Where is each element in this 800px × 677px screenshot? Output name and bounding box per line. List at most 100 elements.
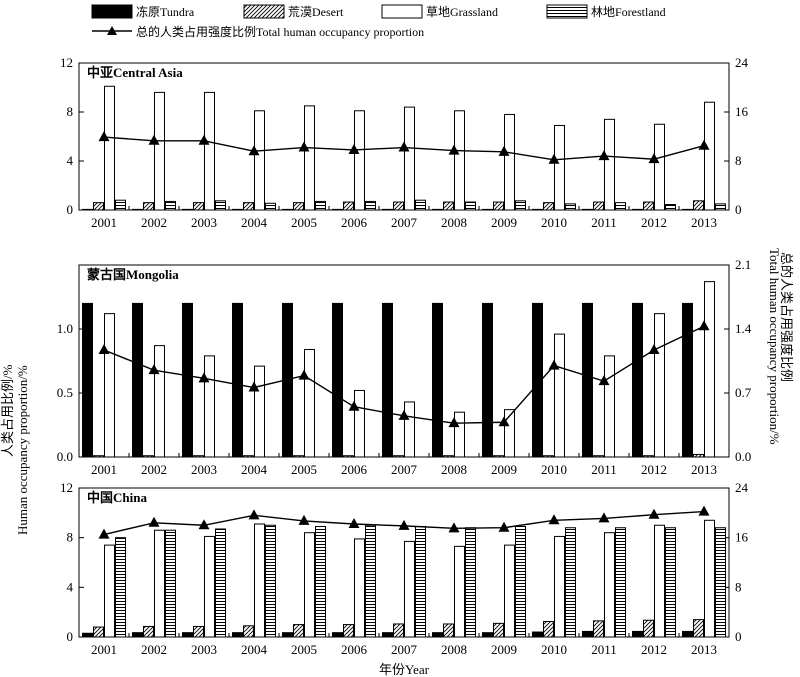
total-marker (198, 134, 210, 145)
bar-tundra (432, 632, 443, 638)
total-marker (398, 141, 410, 152)
bar-forestland (365, 200, 376, 211)
bar-grassland (454, 110, 465, 211)
bar-grassland (604, 355, 615, 458)
bar-forestland (415, 199, 426, 211)
x-tick-label: 2012 (641, 642, 667, 657)
bar-forestland (265, 202, 276, 211)
y-tick-label: 0.5 (57, 385, 73, 400)
x-tick-label: 2005 (291, 642, 317, 657)
bar-desert (593, 620, 604, 638)
bar-forestland (115, 537, 126, 638)
bar-grassland (154, 91, 165, 211)
y2-tick-label: 16 (735, 104, 749, 119)
legend-label-tundra: 冻原Tundra (136, 4, 195, 19)
bar-forestland (465, 527, 476, 638)
x-tick-label: 2004 (241, 642, 268, 657)
bar-forestland (315, 200, 326, 211)
bar-tundra (182, 302, 193, 458)
bar-grassland (154, 345, 165, 458)
bar-forestland (515, 200, 526, 211)
legend-swatch-tundra (91, 4, 133, 19)
bar-desert (693, 200, 704, 211)
total-marker (298, 514, 310, 525)
bar-grassland (554, 535, 565, 638)
bar-tundra (582, 630, 593, 638)
bar-grassland (454, 411, 465, 458)
bar-forestland (665, 203, 676, 211)
y2-tick-label: 24 (735, 55, 749, 70)
total-marker (648, 344, 660, 355)
y2-tick-label: 1.4 (735, 321, 752, 336)
bar-grassland (604, 118, 615, 211)
legend-label-grassland: 草地Grassland (426, 5, 498, 19)
y-tick-label: 1.0 (57, 321, 73, 336)
y2-tick-label: 24 (735, 480, 749, 495)
bar-grassland (154, 529, 165, 638)
bar-grassland (604, 532, 615, 638)
bar-grassland (504, 544, 515, 638)
bar-desert (643, 201, 654, 211)
bar-grassland (654, 123, 665, 211)
y-tick-label: 12 (60, 480, 73, 495)
x-tick-label: 2002 (141, 215, 167, 230)
total-marker (598, 375, 610, 386)
bar-tundra (132, 302, 143, 458)
y2-tick-label: 0 (735, 202, 742, 217)
legend-swatch-desert (243, 4, 285, 19)
total-marker (398, 409, 410, 420)
legend-marker-total (107, 26, 117, 35)
bar-grassland (554, 124, 565, 211)
bar-desert (343, 201, 354, 211)
x-tick-label: 2002 (141, 642, 167, 657)
bar-grassland (654, 524, 665, 638)
chart-panel-3: 中国China 0 4 8 12 0 8 16 24 2001 2002 2003 2004 2005 20… (60, 480, 749, 657)
total-marker (448, 522, 460, 533)
total-marker (348, 143, 360, 154)
legend-label-forestland: 林地Forestland (591, 5, 666, 19)
total-marker (648, 508, 660, 519)
x-tick-label: 2005 (291, 215, 317, 230)
bar-tundra (132, 208, 143, 211)
panel-title: 中亚Central Asia (87, 65, 183, 80)
y-tick-label: 4 (67, 579, 74, 594)
total-marker (548, 359, 560, 370)
total-marker (498, 521, 510, 532)
bar-grassland (354, 538, 365, 638)
x-tick-label: 2007 (391, 642, 418, 657)
x-tick-label: 2003 (191, 462, 217, 477)
bar-tundra (332, 632, 343, 638)
bar-desert (443, 623, 454, 638)
bar-grassland (304, 105, 315, 211)
ylabel-left-en: Human occupancy proportion/% (15, 365, 30, 535)
bar-forestland (665, 527, 676, 638)
bar-desert (443, 201, 454, 211)
bar-tundra (132, 632, 143, 638)
total-marker (148, 516, 160, 527)
bar-desert (243, 455, 254, 458)
x-tick-label: 2011 (591, 462, 617, 477)
legend-label-desert: 荒漠Desert (288, 5, 344, 19)
bar-forestland (565, 203, 576, 211)
bar-desert (393, 455, 404, 458)
bar-desert (443, 455, 454, 458)
bar-desert (693, 619, 704, 638)
x-tick-label: 2006 (341, 215, 368, 230)
bar-forestland (465, 201, 476, 211)
bar-tundra (82, 632, 93, 638)
x-tick-label: 2003 (191, 642, 217, 657)
total-marker (348, 518, 360, 529)
total-marker (248, 509, 260, 520)
bar-grassland (354, 110, 365, 211)
panel-title: 蒙古国Mongolia (87, 267, 179, 282)
bar-forestland (565, 527, 576, 638)
bar-desert (593, 201, 604, 211)
bar-grassland (204, 355, 215, 458)
legend-swatch-grassland (381, 4, 423, 19)
bar-forestland (615, 527, 626, 638)
bar-grassland (704, 519, 715, 638)
total-marker (498, 416, 510, 427)
total-marker (648, 153, 660, 164)
bar-desert (393, 623, 404, 638)
y2-tick-label: 0.0 (735, 449, 751, 464)
